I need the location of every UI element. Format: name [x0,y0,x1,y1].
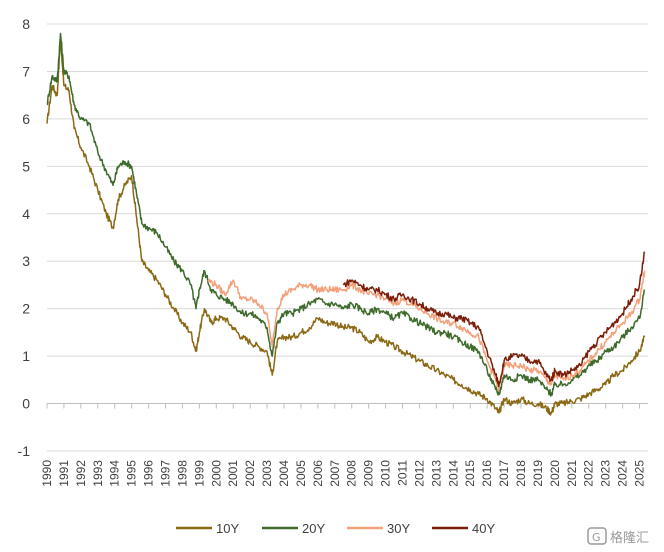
series-line-10y [46,37,646,416]
y-tick-label: 3 [22,253,30,269]
y-axis-ticks: -1 0 1 2 3 4 5 6 7 8 [18,16,31,459]
x-tick-label: 2019 [531,460,545,487]
legend-label-30y: 30Y [387,521,410,536]
series-line-40y [342,251,646,388]
x-tick-label: 1993 [91,460,105,487]
x-tick-label: 2000 [209,460,223,487]
y-tick-label: 8 [22,16,30,32]
x-tick-label: 1997 [159,460,173,487]
x-tick-label: 2017 [497,460,511,487]
x-tick-label: 2010 [379,460,393,487]
series-line-30y [207,270,646,392]
x-tick-label: 2004 [277,460,291,487]
x-axis: 1990 1991 1992 1993 1994 1995 1996 1997 1998 1999… [40,403,648,487]
x-tick-label: 2024 [616,460,630,487]
y-tick-label: 5 [22,158,30,174]
legend-label-40y: 40Y [472,521,495,536]
x-tick-label: 2012 [412,460,426,487]
x-tick-label: 2009 [362,460,376,487]
x-tick-label: 2014 [446,460,460,487]
legend-label-20y: 20Y [302,521,325,536]
x-tick-label: 1995 [125,460,139,487]
watermark-text: 格隆汇 [610,530,649,546]
x-tick-label: 1998 [175,460,189,487]
y-tick-label: 0 [22,396,30,412]
x-tick-label: 2022 [582,460,596,487]
x-tick-label: 2018 [514,460,528,487]
x-tick-label: 2001 [226,460,240,487]
y-tick-label: 4 [22,206,30,222]
y-tick-label: -1 [18,443,31,459]
x-tick-label: 2011 [396,460,410,486]
x-tick-label: 2005 [294,460,308,487]
x-tick-label: 2008 [345,460,359,487]
y-tick-label: 6 [22,111,30,127]
legend: 10Y 20Y 30Y 40Y [176,521,495,536]
x-tick-label: 1999 [192,460,206,487]
y-tick-label: 7 [22,63,30,79]
x-tick-label: 2016 [480,460,494,487]
x-tick-label: 1996 [142,460,156,487]
x-tick-label: 2023 [599,460,613,487]
x-tick-label: 1990 [40,460,54,487]
series-lines [46,32,646,416]
watermark: G 格隆汇 [587,527,649,546]
x-tick-label: 1994 [108,460,122,487]
x-tick-label: 2025 [633,460,647,487]
x-tick-label: 2020 [548,460,562,487]
watermark-logo-icon [587,527,607,545]
gridlines [47,23,648,452]
x-tick-label: 2013 [429,460,443,487]
y-tick-label: 2 [22,301,30,317]
x-tick-label: 2002 [243,460,257,487]
watermark-logo-glyph: G [592,531,601,544]
legend-label-10y: 10Y [216,521,239,536]
x-tick-label: 2007 [328,460,342,487]
x-tick-label: 1991 [57,460,71,487]
series-line-20y [46,32,646,397]
y-tick-label: 1 [22,348,30,364]
x-tick-label: 1992 [74,460,88,487]
x-tick-label: 2006 [311,460,325,487]
x-tick-label: 2003 [260,460,274,487]
x-tick-label: 2021 [565,460,579,487]
x-tick-label: 2015 [463,460,477,487]
